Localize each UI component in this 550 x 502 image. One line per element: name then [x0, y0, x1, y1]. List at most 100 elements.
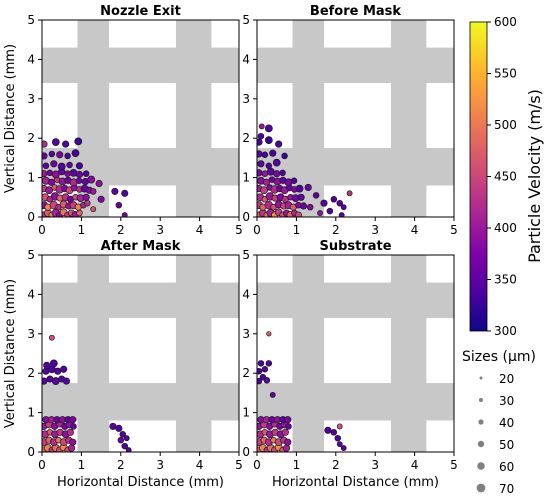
particle-point	[257, 367, 263, 375]
particle-point	[121, 212, 128, 217]
y-tick-label: 3	[27, 92, 35, 106]
particle-point	[57, 162, 66, 171]
x-tick-label: 0	[38, 223, 46, 237]
size-legend-marker	[479, 376, 483, 380]
particle-point	[42, 140, 48, 148]
particle-point	[121, 189, 129, 197]
mask-horizontal-bar	[257, 383, 454, 421]
mask-pattern	[257, 20, 454, 217]
x-tick-label: 0	[38, 458, 46, 472]
particle-point	[257, 360, 265, 367]
particle-point	[56, 151, 64, 159]
particle-point	[46, 169, 54, 177]
particle-point	[62, 140, 70, 148]
mask-horizontal-bar	[42, 47, 239, 84]
y-tick-label: 4	[242, 52, 250, 66]
particle-point	[51, 170, 60, 179]
panels-group: Nozzle Exit 0 1 2 3 4 5 0 1 2 3 4 5 Vertical Distance…	[3, 4, 458, 490]
particle-point	[89, 188, 97, 195]
particle-point	[60, 365, 68, 373]
particle-point	[261, 151, 269, 158]
size-legend-label: 60	[499, 460, 514, 474]
size-legend-items: 20 30 40 50 60 70	[476, 372, 514, 496]
particle-point	[275, 140, 283, 148]
particle-point	[330, 196, 338, 203]
particle-point	[69, 416, 77, 424]
y-tick-label: 5	[27, 13, 35, 27]
colorbar-tick-label: 450	[494, 170, 517, 184]
particle-point	[48, 150, 56, 158]
particle-point	[336, 199, 343, 207]
particle-point	[66, 428, 74, 436]
y-tick-label: 1	[27, 406, 35, 420]
particle-point	[66, 161, 73, 169]
size-legend: Sizes (μm) 20 30 40 50 60 70	[462, 349, 536, 496]
colorbar-tick-label: 350	[494, 273, 517, 287]
y-tick-label: 1	[242, 406, 250, 420]
y-axis-label: Vertical Distance (mm)	[3, 279, 18, 428]
particle-point	[262, 178, 271, 186]
particle-point	[48, 334, 55, 341]
particle-point	[324, 426, 332, 434]
particle-point	[264, 136, 273, 145]
y-tick-label: 1	[27, 171, 35, 185]
particle-point	[330, 429, 338, 436]
particle-point	[87, 175, 96, 184]
particle-point	[75, 162, 84, 170]
panel-frame	[256, 254, 455, 453]
particle-point	[282, 444, 291, 452]
x-tick-label: 2	[332, 223, 340, 237]
particle-point	[265, 360, 273, 367]
particle-point	[257, 138, 263, 146]
x-tick-label: 1	[78, 223, 86, 237]
mask-pattern	[257, 255, 454, 452]
colorbar-label: Particle Velocity (m/s)	[525, 89, 544, 263]
particle-point	[42, 152, 48, 160]
size-legend-marker	[477, 462, 485, 470]
y-tick-label: 2	[27, 131, 35, 145]
y-tick-label: 0	[27, 445, 35, 459]
x-tick-label: 4	[411, 223, 419, 237]
x-tick-label: 4	[196, 458, 204, 472]
particle-point	[45, 186, 53, 195]
size-legend-label: 20	[499, 372, 514, 386]
particle-point	[260, 186, 268, 195]
size-legend-label: 30	[499, 394, 514, 408]
x-tick-label: 4	[411, 458, 419, 472]
colorbar-tick-label: 500	[494, 118, 517, 132]
particle-point	[42, 162, 50, 170]
particle-point	[326, 207, 334, 215]
y-tick-label: 4	[27, 287, 35, 301]
colorbar-tick-label: 600	[494, 15, 517, 29]
particle-point	[257, 160, 265, 168]
particle-point	[340, 204, 347, 211]
particle-point	[338, 212, 345, 217]
x-tick-label: 5	[450, 223, 458, 237]
particle-point	[257, 132, 265, 140]
panel-frame	[41, 254, 240, 453]
x-tick-label: 3	[371, 223, 379, 237]
particle-point	[266, 331, 272, 337]
particle-point	[269, 149, 277, 157]
particle-point	[336, 441, 343, 448]
panel-title: Nozzle Exit	[100, 4, 181, 19]
particle-point	[284, 416, 292, 424]
size-legend-marker	[476, 483, 486, 493]
particle-point	[95, 179, 103, 188]
y-tick-label: 5	[242, 248, 250, 262]
x-axis-label: Horizontal Distance (mm)	[272, 475, 439, 490]
x-tick-label: 5	[235, 223, 243, 237]
mask-horizontal-bar	[42, 282, 239, 319]
panel-frame	[256, 19, 455, 218]
y-tick-label: 5	[242, 13, 250, 27]
x-tick-label: 1	[293, 458, 301, 472]
particle-point	[117, 436, 125, 444]
y-tick-label: 2	[242, 131, 250, 145]
particle-point	[119, 431, 127, 438]
particle-point	[109, 422, 117, 430]
y-tick-label: 1	[242, 171, 250, 185]
particle-point	[257, 377, 263, 385]
y-tick-label: 2	[27, 366, 35, 380]
particle-point	[115, 424, 123, 432]
